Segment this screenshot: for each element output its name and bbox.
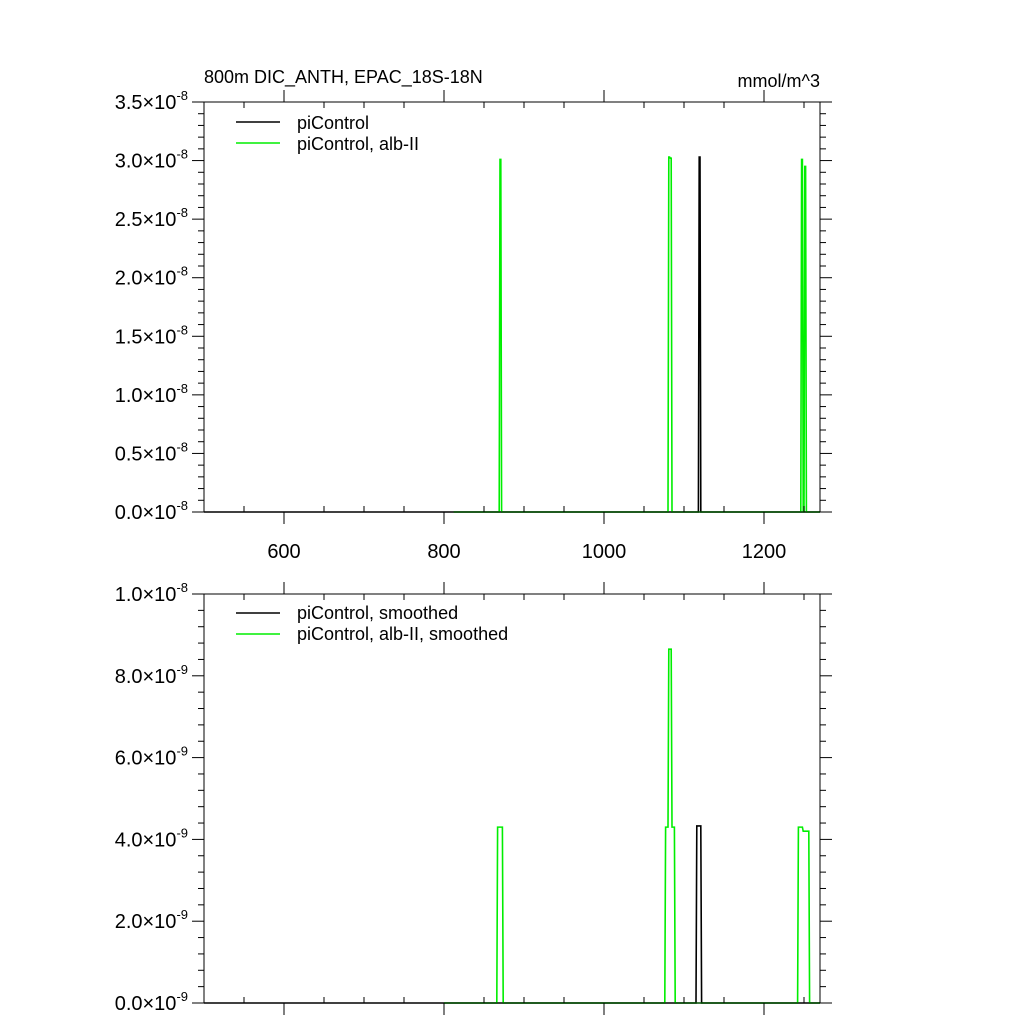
- top-y-tick-label: 2.5×10-8: [115, 205, 188, 231]
- top-legend: piControl piControl, alb-II: [236, 113, 419, 154]
- bottom-series-group: [204, 648, 820, 1004]
- top-y-tick-labels: 0.0×10-8 0.5×10-8 1.0×10-8 1.5×10-8 2.0×10-8…: [115, 88, 188, 524]
- top-axis-ticks: [192, 90, 832, 524]
- chart-title: 800m DIC_ANTH, EPAC_18S-18N: [204, 67, 483, 88]
- bottom-series-line-0: [204, 825, 820, 1004]
- bottom-y-tick-label: 1.0×10-8: [115, 580, 188, 606]
- bottom-y-tick-label: 6.0×10-9: [115, 744, 188, 770]
- top-series-line-0: [204, 156, 820, 513]
- bottom-axis-ticks: [192, 582, 832, 1015]
- bottom-y-tick-label: 4.0×10-9: [115, 825, 188, 851]
- top-y-tick-label: 3.0×10-8: [115, 147, 188, 173]
- top-x-tick-label: 800: [427, 541, 460, 563]
- top-y-tick-label: 3.5×10-8: [115, 88, 188, 114]
- bottom-y-tick-label: 0.0×10-9: [115, 989, 188, 1015]
- legend-label-picontrol: piControl: [297, 113, 369, 133]
- top-x-tick-label: 600: [267, 541, 300, 563]
- bottom-y-tick-label: 8.0×10-9: [115, 662, 188, 688]
- top-x-tick-label: 1000: [582, 541, 627, 563]
- top-x-tick-label: 1200: [742, 541, 787, 563]
- bottom-series-line-1: [444, 648, 820, 1004]
- legend-label-picontrol-smoothed: piControl, smoothed: [297, 603, 458, 623]
- legend-label-picontrol-alb-ii: piControl, alb-II: [297, 134, 419, 154]
- top-plot-frame: [203, 101, 821, 513]
- bottom-plot-frame: [203, 593, 821, 1004]
- top-y-tick-label: 2.0×10-8: [115, 264, 188, 290]
- top-y-tick-label: 0.0×10-8: [115, 498, 188, 524]
- units-label: mmol/m^3: [738, 71, 820, 91]
- top-series-group: [204, 156, 820, 513]
- top-panel: 800m DIC_ANTH, EPAC_18S-18N mmol/m^3 600…: [115, 67, 832, 563]
- top-y-tick-label: 0.5×10-8: [115, 439, 188, 465]
- top-series-line-1: [453, 156, 820, 513]
- legend-label-picontrol-alb-ii-smoothed: piControl, alb-II, smoothed: [297, 624, 508, 644]
- bottom-y-tick-label: 2.0×10-9: [115, 907, 188, 933]
- top-y-tick-label: 1.5×10-8: [115, 322, 188, 348]
- top-x-tick-labels: 600 800 1000 1200: [267, 541, 786, 563]
- bottom-y-tick-labels: 0.0×10-9 2.0×10-9 4.0×10-9 6.0×10-9 8.0×10-9…: [115, 580, 188, 1015]
- top-y-tick-label: 1.0×10-8: [115, 381, 188, 407]
- bottom-legend: piControl, smoothed piControl, alb-II, s…: [236, 603, 508, 644]
- bottom-panel: 0.0×10-9 2.0×10-9 4.0×10-9 6.0×10-9 8.0×10-9…: [115, 580, 832, 1015]
